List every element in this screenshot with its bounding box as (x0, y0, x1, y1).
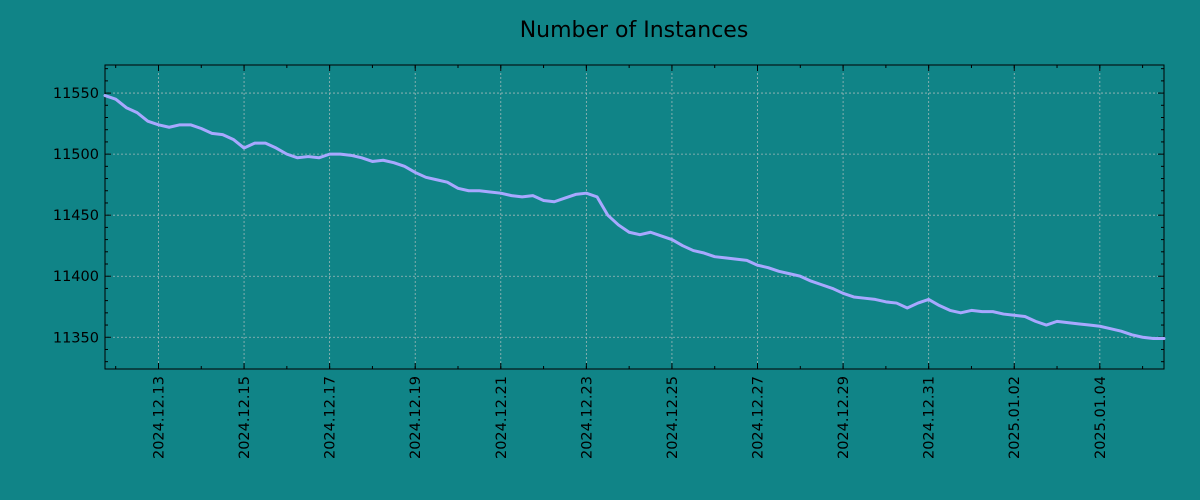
grid (105, 65, 1164, 369)
x-tick-label: 2024.12.13 (151, 376, 167, 459)
x-tick-label: 2024.12.31 (922, 376, 938, 459)
tick-labels: 11350 11400 11450 11500 11550 2024.12.13 2024.… (53, 86, 1109, 459)
plot-frame (104, 64, 1165, 370)
x-tick-label: 2024.12.21 (494, 376, 510, 459)
y-tick-label: 11550 (53, 86, 99, 102)
x-tick-label: 2024.12.29 (836, 376, 852, 459)
y-tick-label: 11400 (53, 269, 99, 285)
y-tick-label: 11450 (53, 208, 99, 224)
x-tick-label: 2024.12.27 (751, 376, 767, 459)
x-tick-label: 2025.01.02 (1007, 376, 1023, 459)
series-layer (103, 94, 1166, 340)
x-tick-label: 2024.12.25 (665, 376, 681, 459)
axes (104, 64, 1165, 370)
y-tick-label: 11350 (53, 330, 99, 346)
series-line (103, 94, 1166, 340)
x-tick-label: 2024.12.19 (408, 376, 424, 459)
x-tick-label: 2024.12.23 (579, 376, 595, 459)
chart-title: Number of Instances (520, 18, 749, 43)
x-tick-label: 2025.01.04 (1093, 376, 1109, 459)
y-tick-label: 11500 (53, 147, 99, 163)
x-tick-label: 2024.12.15 (237, 376, 253, 459)
x-tick-label: 2024.12.17 (323, 376, 339, 459)
